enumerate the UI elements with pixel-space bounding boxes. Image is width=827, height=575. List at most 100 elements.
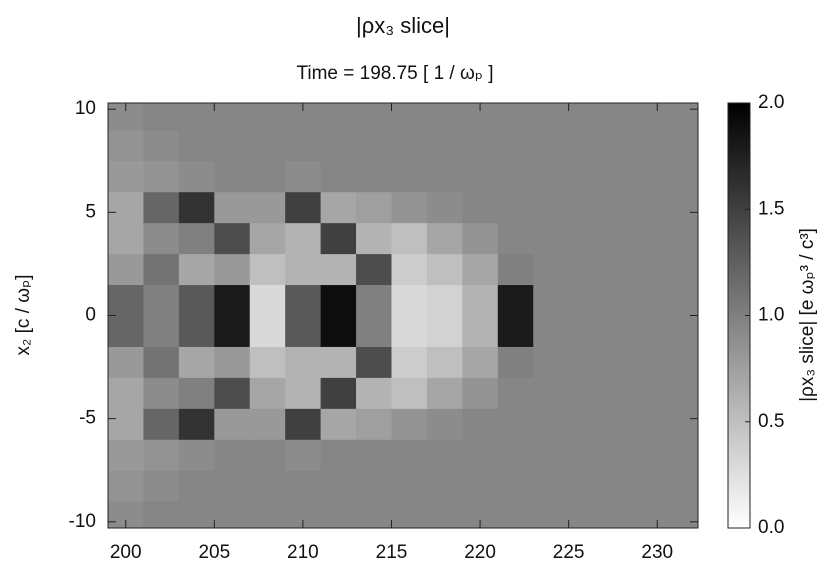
heatmap-cell	[178, 470, 215, 502]
heatmap-cell	[462, 191, 499, 224]
heatmap-cell	[285, 222, 322, 255]
heatmap-cell	[249, 439, 286, 471]
heatmap-cell	[568, 470, 605, 502]
heatmap-cell	[108, 439, 144, 471]
heatmap-cell	[533, 129, 570, 162]
heatmap-cell	[426, 470, 463, 502]
heatmap-cell	[604, 501, 641, 528]
heatmap-cell	[320, 470, 357, 502]
heatmap-cell	[356, 284, 392, 316]
heatmap-cell	[143, 439, 180, 471]
heatmap-cell	[391, 377, 428, 409]
heatmap-cell	[639, 439, 676, 471]
heatmap-cell	[674, 253, 698, 286]
heatmap-cell	[604, 129, 641, 162]
heatmap-cell	[462, 377, 499, 409]
heatmap-cell	[497, 222, 534, 255]
heatmap-cell	[568, 160, 605, 193]
chart-title: |ρx₃ slice|	[356, 13, 450, 38]
heatmap-cell	[108, 284, 144, 316]
heatmap-cell	[639, 222, 676, 255]
heatmap-cell	[426, 439, 463, 471]
heatmap-cell	[285, 160, 322, 193]
heatmap-cell	[426, 501, 463, 528]
y-axis-label: x₂ [c / ωₚ]	[13, 274, 34, 355]
heatmap-cell	[178, 160, 215, 193]
heatmap-cell	[320, 439, 357, 471]
heatmap-cell	[533, 284, 570, 316]
heatmap-cell	[143, 346, 180, 378]
heatmap-cell	[674, 222, 698, 255]
heatmap-cell	[356, 470, 392, 502]
heatmap-cell	[426, 284, 463, 316]
heatmap-cell	[426, 253, 463, 286]
heatmap-cell	[356, 103, 392, 131]
heatmap-cell	[178, 315, 215, 347]
heatmap-cell	[391, 129, 428, 162]
heatmap-cell	[178, 253, 215, 286]
heatmap-cell	[249, 103, 286, 131]
heatmap-cell	[533, 253, 570, 286]
heatmap-cell	[426, 191, 463, 224]
colorbar-tick-label: 1.0	[758, 305, 784, 326]
heatmap-cell	[462, 129, 499, 162]
heatmap-cell	[391, 191, 428, 224]
heatmap-cell	[426, 129, 463, 162]
heatmap-cell	[568, 284, 605, 316]
heatmap-cell	[497, 191, 534, 224]
heatmap-cell	[391, 346, 428, 378]
heatmap-cell	[533, 222, 570, 255]
heatmap-cell	[674, 160, 698, 193]
heatmap-cell	[533, 191, 570, 224]
heatmap-cell	[391, 501, 428, 528]
heatmap-cell	[214, 253, 251, 286]
heatmap-cell	[462, 284, 499, 316]
heatmap-cell	[320, 253, 357, 286]
heatmap-cell	[143, 129, 180, 162]
heatmap-cell	[391, 315, 428, 347]
colorbar-label: |ρx₃ slice| [e ωₚ³ / c³]	[797, 228, 818, 402]
heatmap-cell	[214, 284, 251, 316]
heatmap-cell	[214, 501, 251, 528]
heatmap-cell	[674, 470, 698, 502]
heatmap-cell	[143, 284, 180, 316]
heatmap-cell	[639, 129, 676, 162]
heatmap-cell	[533, 470, 570, 502]
heatmap-cell	[639, 160, 676, 193]
heatmap-cell	[356, 253, 392, 286]
heatmap-cell	[391, 470, 428, 502]
heatmap-cell	[178, 129, 215, 162]
heatmap-cell	[143, 103, 180, 131]
heatmap-cell	[356, 191, 392, 224]
heatmap-cell	[497, 470, 534, 502]
heatmap-cell	[391, 284, 428, 316]
heatmap-cell	[391, 160, 428, 193]
heatmap-cell	[639, 346, 676, 378]
heatmap-cell	[178, 284, 215, 316]
heatmap-cell	[108, 377, 144, 409]
heatmap-cell	[568, 377, 605, 409]
heatmap-cell	[639, 315, 676, 347]
heatmap	[108, 103, 698, 528]
heatmap-cell	[674, 408, 698, 440]
heatmap-cell	[674, 501, 698, 528]
heatmap-cell	[426, 315, 463, 347]
heatmap-cell	[214, 470, 251, 502]
heatmap-cell	[178, 439, 215, 471]
heatmap-cell	[108, 191, 144, 224]
heatmap-cell	[285, 253, 322, 286]
heatmap-cell	[604, 377, 641, 409]
heatmap-cell	[249, 346, 286, 378]
heatmap-cell	[497, 103, 534, 131]
colorbar-tick-label: 0.5	[758, 411, 784, 432]
x-tick-label: 210	[287, 542, 319, 563]
heatmap-cell	[108, 160, 144, 193]
heatmap-cell	[533, 377, 570, 409]
heatmap-cell	[497, 160, 534, 193]
heatmap-cell	[285, 346, 322, 378]
heatmap-cell	[320, 346, 357, 378]
heatmap-cell	[214, 129, 251, 162]
heatmap-cell	[568, 439, 605, 471]
